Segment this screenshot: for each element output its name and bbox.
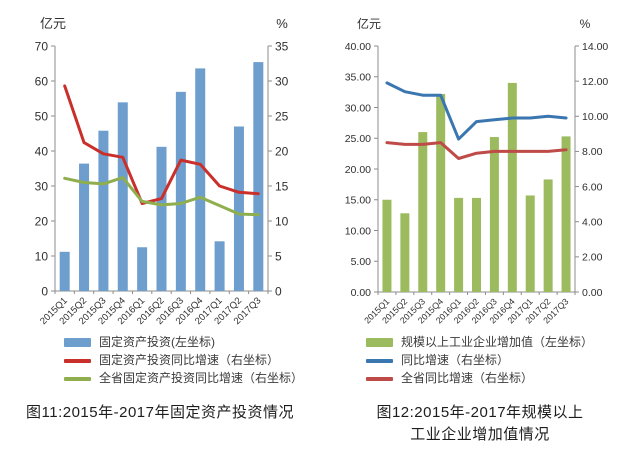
- legend-swatch-green-bar: [366, 338, 393, 348]
- bar-2015Q3: [418, 132, 428, 292]
- legend-item-yoy-growth: 同比增速（右坐标）: [366, 353, 640, 368]
- legend-label: 同比增速（右坐标）: [401, 353, 510, 368]
- left-tick-label: 35.00: [345, 72, 371, 84]
- right-tick-label: 5: [275, 249, 282, 263]
- chart-industrial-added-value: 亿元 % 0.00 5.00 10.00 15.00 20.00 25.00 30.00 35.0…: [345, 16, 609, 326]
- series-line-0: [63, 84, 260, 205]
- bar-2016Q2: [156, 146, 167, 291]
- left-tick-label: 10: [35, 249, 49, 263]
- legend-label: 规模以上工业企业增加值（左坐标）: [401, 335, 594, 349]
- series-line-0: [385, 81, 568, 141]
- right-tick-label: 12.00: [582, 76, 608, 88]
- legend-swatch-blue-line: [366, 359, 393, 363]
- right-tick-label: 15: [275, 179, 289, 193]
- bar-2017Q3: [561, 136, 571, 292]
- caption-figure-11: 图11:2015年-2017年固定资产投资情况: [0, 402, 320, 425]
- legend-swatch-blue-bar: [64, 338, 91, 348]
- left-tick-label: 50: [35, 109, 49, 123]
- bar-2016Q4: [507, 82, 517, 293]
- right-axis-unit: %: [276, 16, 288, 31]
- caption-line-1: 图12:2015年-2017年规模以上: [376, 403, 584, 421]
- legend-label: 固定资产投资(左坐标): [99, 335, 215, 349]
- left-tick-label: 15.00: [345, 195, 371, 207]
- right-tick-label: 2.00: [582, 252, 603, 264]
- right-tick-label: 20: [275, 144, 289, 158]
- left-axis-unit: 亿元: [357, 16, 381, 31]
- bar-2017Q1: [214, 241, 225, 291]
- right-tick-label: 35: [275, 39, 289, 53]
- legend-item-fixed-investment: 固定资产投资(左坐标): [64, 335, 320, 349]
- legend-swatch-green-line: [64, 377, 91, 381]
- bar-2017Q2: [233, 126, 244, 291]
- right-tick-label: 25: [275, 109, 289, 123]
- legend-label: 全省同比增速（右坐标）: [401, 371, 534, 386]
- right-tick-label: 4.00: [582, 216, 603, 228]
- bar-2016Q1: [454, 197, 464, 292]
- right-tick-label: 30: [275, 74, 289, 88]
- left-tick-label: 40.00: [345, 41, 371, 53]
- bar-2016Q4: [195, 68, 206, 292]
- right-tick-label: 0.00: [582, 287, 603, 299]
- bar-2015Q4: [436, 93, 446, 292]
- series-line-1: [63, 176, 260, 217]
- bar-2015Q1: [59, 251, 70, 291]
- left-tick-label: 10.00: [345, 225, 371, 237]
- bar-2017Q1: [525, 195, 535, 292]
- right-tick-label: 14.00: [582, 41, 608, 53]
- bar-2016Q3: [175, 91, 186, 291]
- legend-swatch-red-line: [64, 359, 91, 363]
- legend-fig12: 规模以上工业企业增加值（左坐标） 同比增速（右坐标） 全省同比增速（右坐标）: [366, 335, 640, 386]
- report-charts: 亿元% 0 10 20 30 40 50 60 70 0 5 10 15 20 25 30 35 2015Q1 20…: [0, 4, 640, 447]
- left-tick-label: 20: [35, 214, 49, 228]
- left-tick-label: 25.00: [345, 133, 371, 145]
- legend-item-industrial-added-value: 规模以上工业企业增加值（左坐标）: [366, 335, 640, 349]
- left-tick-label: 30: [35, 179, 49, 193]
- right-tick-label: 0: [275, 284, 282, 298]
- right-axis-unit: %: [580, 17, 591, 31]
- bar-2016Q3: [489, 137, 499, 292]
- legend-label: 固定资产投资同比增速（右坐标）: [99, 353, 280, 368]
- legend-fig11: 固定资产投资(左坐标) 固定资产投资同比增速（右坐标） 全省固定资产投资同比增速…: [64, 335, 320, 386]
- bar-2015Q2: [400, 213, 410, 292]
- left-tick-label: 0: [41, 284, 48, 298]
- bar-2015Q3: [98, 130, 109, 291]
- right-tick-label: 10.00: [582, 111, 608, 123]
- left-tick-label: 60: [35, 74, 49, 88]
- chart-fixed-asset-investment: 亿元 %010203040506070051015202530352015Q120…: [35, 16, 289, 327]
- bar-2017Q3: [253, 62, 264, 291]
- legend-item-province-yoy-growth: 全省同比增速（右坐标）: [366, 372, 640, 385]
- caption-figure-12: 图12:2015年-2017年规模以上 工业企业增加值情况: [320, 402, 640, 447]
- legend-swatch-darkred-line: [366, 377, 393, 381]
- left-tick-label: 20.00: [345, 164, 371, 176]
- left-tick-label: 0.00: [351, 287, 372, 299]
- caption-line: 图11:2015年-2017年固定资产投资情况: [26, 403, 294, 421]
- figure-11-fixed-asset-investment: 亿元% 0 10 20 30 40 50 60 70 0 5 10 15 20 25 30 35 2015Q1 20…: [0, 4, 320, 447]
- bar-2016Q1: [137, 247, 148, 291]
- left-axis-unit: 亿元: [40, 16, 66, 31]
- figure-12-industrial-added-value: 亿元% 0.00 5.00 10.00 15.00 20.00 25.00 30.00 35.0…: [320, 4, 640, 447]
- legend-item-province-fixed-growth: 全省固定资产投资同比增速（右坐标）: [64, 372, 320, 385]
- bar-2015Q4: [117, 102, 128, 291]
- caption-line-2: 工业企业增加值情况: [410, 426, 550, 444]
- left-tick-label: 70: [35, 39, 49, 53]
- left-tick-label: 40: [35, 144, 49, 158]
- left-tick-label: 5.00: [351, 256, 372, 268]
- series-line-1: [385, 141, 568, 160]
- right-tick-label: 10: [275, 214, 289, 228]
- legend-label: 全省固定资产投资同比增速（右坐标）: [99, 371, 304, 386]
- right-tick-label: 6.00: [582, 181, 603, 193]
- bar-2015Q2: [79, 163, 90, 291]
- bar-2016Q2: [472, 197, 481, 292]
- legend-item-fixed-investment-growth: 固定资产投资同比增速（右坐标）: [64, 353, 320, 368]
- bar-2015Q1: [382, 199, 392, 292]
- bar-2017Q2: [543, 179, 553, 292]
- left-tick-label: 30.00: [345, 102, 371, 114]
- right-tick-label: 8.00: [582, 146, 603, 158]
